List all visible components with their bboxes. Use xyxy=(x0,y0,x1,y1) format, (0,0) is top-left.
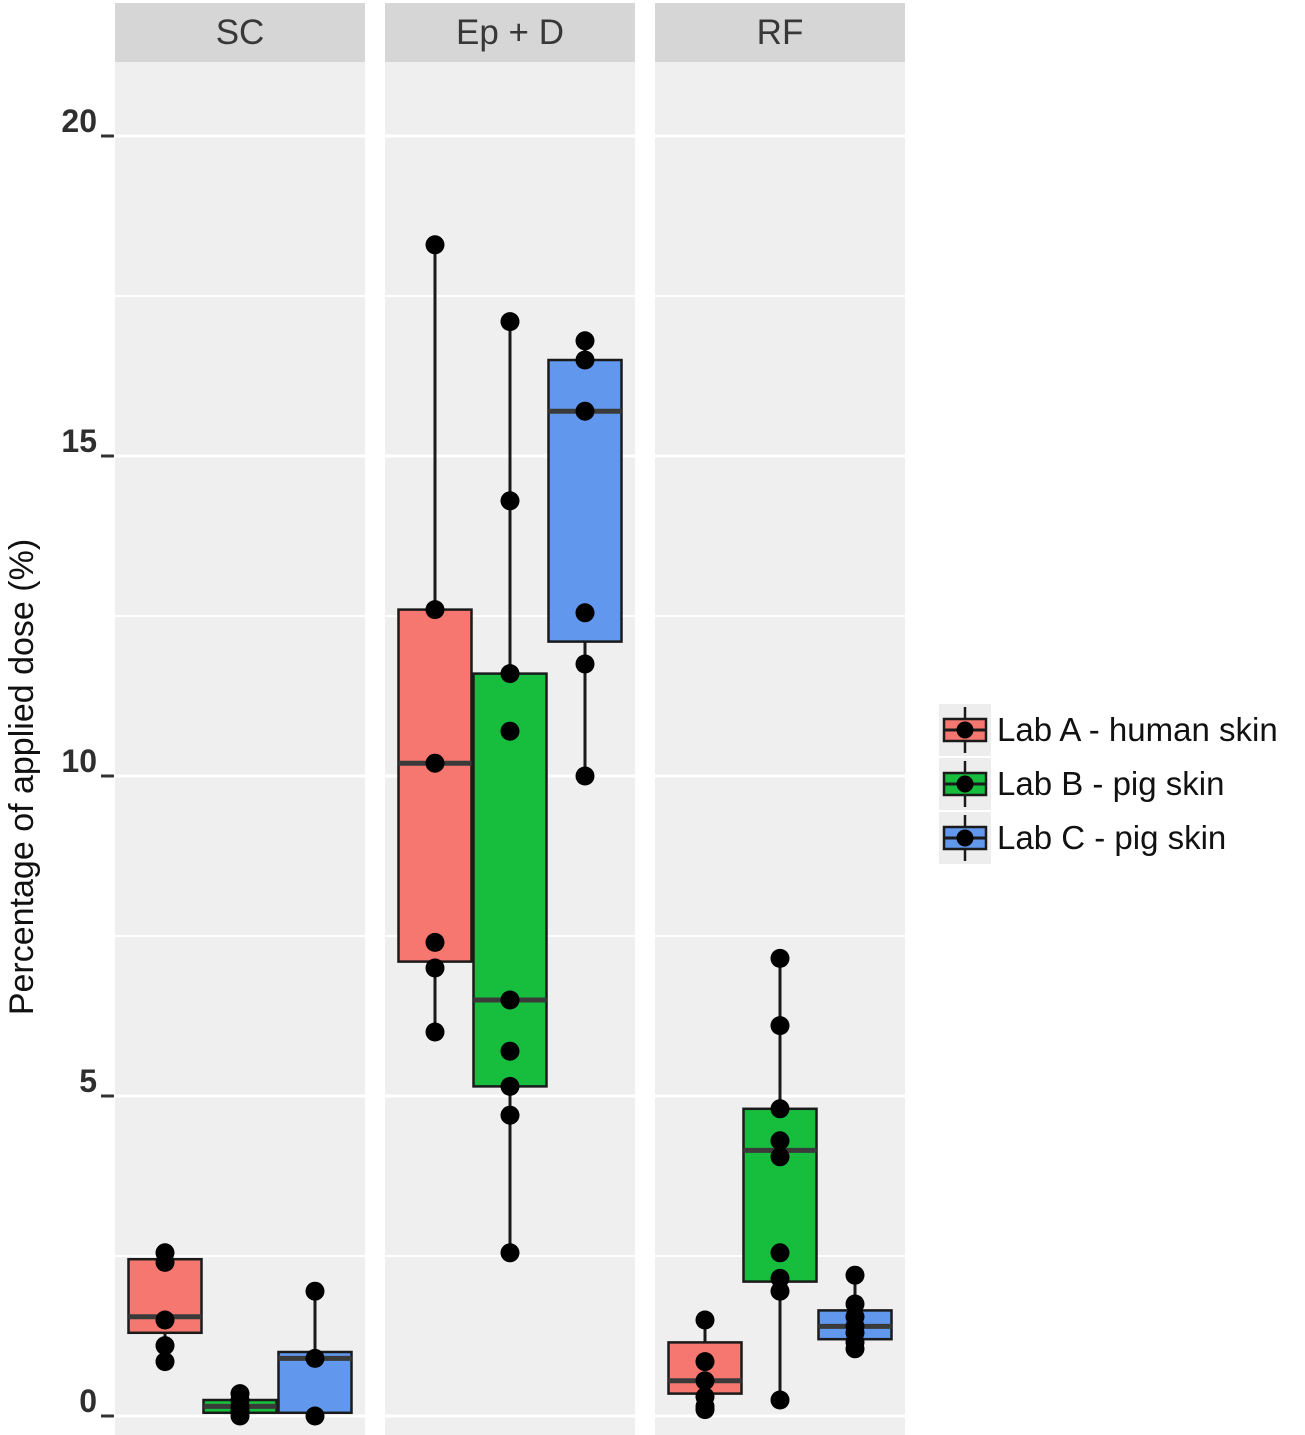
data-point xyxy=(305,1281,325,1301)
data-point xyxy=(500,721,520,741)
data-point xyxy=(575,401,595,421)
data-point xyxy=(695,1371,715,1391)
facet-strip xyxy=(115,3,365,62)
boxplot-key-icon xyxy=(939,758,991,810)
data-point xyxy=(500,990,520,1010)
legend-entry-lab-c: Lab C - pig skin xyxy=(938,812,1278,864)
y-axis-title: Percentage of applied dose (%) xyxy=(3,538,41,1016)
y-tick-label: 20 xyxy=(61,103,97,139)
data-point xyxy=(155,1352,175,1372)
data-point xyxy=(425,235,445,255)
data-point xyxy=(500,1041,520,1061)
data-point xyxy=(500,1076,520,1096)
data-point xyxy=(695,1400,715,1420)
data-point xyxy=(770,1243,790,1263)
legend-label: Lab A - human skin xyxy=(997,711,1278,748)
data-point xyxy=(695,1352,715,1372)
data-point xyxy=(575,331,595,351)
data-point xyxy=(500,664,520,684)
data-point xyxy=(425,958,445,978)
data-point xyxy=(770,1016,790,1036)
data-point xyxy=(770,1131,790,1151)
data-point xyxy=(695,1310,715,1330)
data-point xyxy=(845,1265,865,1285)
y-tick-label: 15 xyxy=(61,423,97,459)
facet-strip-rf: RF xyxy=(756,12,804,52)
facet-strip-ep-d: Ep + D xyxy=(456,12,564,52)
data-point xyxy=(305,1348,325,1368)
legend-entry-lab-a: Lab A - human skin xyxy=(938,704,1278,756)
data-point xyxy=(500,1105,520,1125)
data-point xyxy=(155,1336,175,1356)
boxplot-key-icon xyxy=(939,704,991,756)
data-point xyxy=(770,1099,790,1119)
data-point xyxy=(500,491,520,511)
y-tick-label: 5 xyxy=(79,1063,97,1099)
data-point xyxy=(425,1022,445,1042)
y-tick-label: 10 xyxy=(61,743,97,779)
data-point xyxy=(575,766,595,786)
data-point xyxy=(500,1243,520,1263)
facet-strip xyxy=(655,3,905,62)
facet-strip xyxy=(385,3,635,62)
boxplot-key-icon xyxy=(939,812,991,864)
box xyxy=(277,1350,353,1415)
data-point xyxy=(770,1281,790,1301)
data-point xyxy=(575,350,595,370)
legend: Lab A - human skin Lab B - pig skin Lab … xyxy=(938,704,1278,864)
panel-background xyxy=(115,62,365,1435)
legend-entry-lab-b: Lab B - pig skin xyxy=(938,758,1278,810)
data-point xyxy=(770,1390,790,1410)
box xyxy=(397,608,473,963)
data-point xyxy=(425,932,445,952)
data-point xyxy=(575,654,595,674)
data-point xyxy=(155,1252,175,1272)
data-point xyxy=(425,753,445,773)
data-point xyxy=(575,603,595,623)
legend-label: Lab C - pig skin xyxy=(997,819,1227,856)
data-point xyxy=(770,1147,790,1167)
box xyxy=(472,672,548,1088)
data-point xyxy=(500,312,520,332)
facet-strip-sc: SC xyxy=(215,12,265,52)
data-point xyxy=(155,1310,175,1330)
data-point xyxy=(845,1339,865,1359)
data-point xyxy=(425,600,445,620)
data-point xyxy=(230,1406,250,1426)
legend-label: Lab B - pig skin xyxy=(997,765,1225,802)
y-tick-label: 0 xyxy=(79,1383,97,1419)
data-point xyxy=(770,948,790,968)
data-point xyxy=(305,1406,325,1426)
